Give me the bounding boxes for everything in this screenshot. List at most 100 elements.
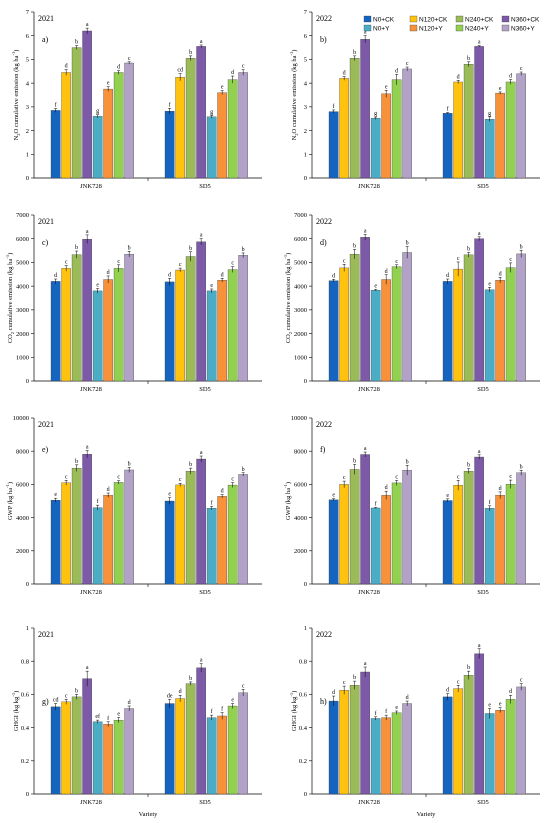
bar-JNK728-s5 <box>103 279 113 382</box>
significance-letter: c <box>520 66 523 72</box>
significance-letter: f <box>447 106 449 113</box>
x-tick-label-SD5: SD5 <box>199 183 211 190</box>
bar-JNK728-s0 <box>328 280 339 382</box>
significance-letter: c <box>395 474 398 480</box>
significance-letter: f <box>333 103 335 110</box>
significance-letter: e <box>499 86 502 92</box>
significance-letter: b <box>353 458 356 464</box>
bar-JNK728-s6 <box>391 266 402 382</box>
significance-letter: b <box>75 459 78 465</box>
significance-letter: d <box>179 689 182 695</box>
bar-JNK728-s5 <box>103 88 113 179</box>
legend-swatch <box>363 24 372 32</box>
bar-SD5-s1 <box>453 81 463 179</box>
significance-letter: b <box>406 459 409 465</box>
bar-JNK728-s6 <box>113 72 124 179</box>
significance-letter: e <box>210 283 213 289</box>
x-tick-label-JNK728: JNK728 <box>358 799 380 806</box>
bar-SD5-s5 <box>495 92 505 179</box>
bar-SD5-s4 <box>206 507 217 585</box>
significance-letter: c <box>179 477 182 483</box>
y-tick-label: 10000 <box>13 415 29 422</box>
bar-SD5-s3 <box>196 241 206 382</box>
bar-SD5-s5 <box>217 92 227 179</box>
y-axis-label-part: GHGI (kg kg <box>13 696 20 731</box>
legend-swatch <box>501 24 510 32</box>
x-tick-label-JNK728: JNK728 <box>80 799 102 806</box>
y-axis-label-1: N2O cumulative emission (kg ha-1) <box>289 50 299 141</box>
significance-letter: c <box>395 259 398 265</box>
significance-letter: a <box>86 445 89 451</box>
panel-label: c) <box>42 238 49 247</box>
significance-letter: c <box>117 475 120 481</box>
legend-swatch <box>501 15 510 23</box>
significance-letter: c <box>343 680 346 686</box>
significance-letter: b <box>242 247 245 253</box>
x-tick-label-JNK728: JNK728 <box>80 183 102 190</box>
significance-letter: e <box>96 283 99 289</box>
significance-letter: f <box>385 708 387 715</box>
bar-SD5-s3 <box>474 238 484 382</box>
significance-letter: d <box>457 74 460 80</box>
y-tick-label: 0.2 <box>299 758 307 765</box>
y-tick-label: 0.8 <box>299 658 307 665</box>
significance-letter: b <box>75 688 78 694</box>
year-label: 2022 <box>316 630 332 639</box>
y-axis-label-part: 2 <box>288 332 293 334</box>
panel-label: f) <box>320 445 326 454</box>
bar-SD5-s6 <box>505 267 516 382</box>
significance-letter: c <box>117 259 120 265</box>
significance-letter: d <box>446 273 449 279</box>
y-tick-label: 6000 <box>294 482 307 489</box>
significance-letter: a <box>364 30 367 36</box>
bar-JNK728-s7 <box>402 68 412 179</box>
y-axis-label-part: -1 <box>5 255 10 259</box>
bar-SD5-s3 <box>474 456 484 585</box>
y-axis-label-part: O cumulative emission (kg ha <box>13 55 20 133</box>
significance-letter: d <box>128 700 131 706</box>
y-tick-label: 4 <box>304 80 308 87</box>
bar-SD5-s7 <box>516 472 526 585</box>
significance-letter: f <box>55 102 57 109</box>
significance-letter: a <box>200 233 203 239</box>
y-axis-label-part: O cumulative emission (kg ha <box>291 55 298 133</box>
significance-letter: d <box>332 273 335 279</box>
y-axis-label-part: CO <box>285 334 292 343</box>
significance-letter: d <box>332 690 335 696</box>
legend-entry: N120+CK <box>419 17 448 24</box>
y-tick-label: 0 <box>26 581 29 588</box>
year-label: 2022 <box>316 420 332 429</box>
x-tick-label-JNK728: JNK728 <box>80 589 102 596</box>
y-axis-label-part: CO <box>7 334 14 343</box>
significance-letter: e <box>499 702 502 708</box>
significance-letter: e <box>446 493 449 499</box>
y-tick-label: 8000 <box>294 448 307 455</box>
y-axis-label-part: -1 <box>5 484 10 488</box>
bar-JNK728-s7 <box>124 62 134 179</box>
y-tick-label: 1 <box>26 625 29 632</box>
significance-letter: c <box>457 474 460 480</box>
significance-letter: c <box>65 260 68 266</box>
y-axis-label-part: ) <box>7 482 14 484</box>
legend-entry: N240+CK <box>465 17 494 24</box>
significance-letter: a <box>478 40 481 46</box>
bar-SD5-s4 <box>206 116 217 179</box>
y-axis-label-5: GWP (kg ha-1) <box>283 482 292 520</box>
y-axis-label-part: -1 <box>283 484 288 488</box>
significance-letter: b <box>189 246 192 252</box>
y-tick-label: 4000 <box>16 515 29 522</box>
bar-SD5-s6 <box>227 484 238 585</box>
significance-letter: a <box>86 665 89 671</box>
bar-JNK728-s1 <box>339 267 349 382</box>
bar-JNK728-s6 <box>113 268 124 382</box>
significance-letter: e <box>374 283 377 289</box>
bar-JNK728-s4 <box>370 718 381 795</box>
y-tick-label: 2000 <box>16 331 29 338</box>
significance-letter: b <box>467 246 470 252</box>
significance-letter: e <box>117 712 120 718</box>
y-tick-label: 10000 <box>291 415 307 422</box>
significance-letter: c <box>231 261 234 267</box>
y-axis-label-part: ) <box>13 50 20 52</box>
